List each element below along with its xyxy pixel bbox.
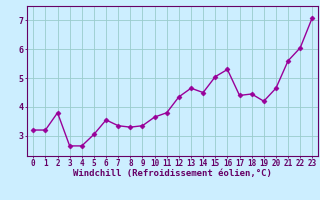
X-axis label: Windchill (Refroidissement éolien,°C): Windchill (Refroidissement éolien,°C) — [73, 169, 272, 178]
